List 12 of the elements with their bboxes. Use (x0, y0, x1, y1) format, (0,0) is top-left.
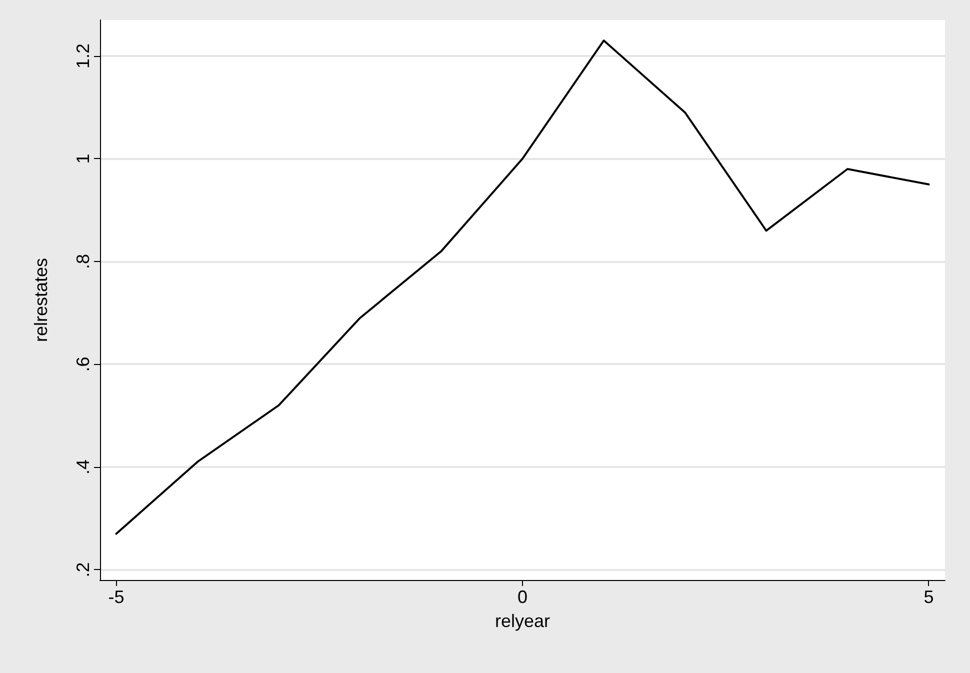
y-tick-label: .2 (73, 562, 93, 578)
y-tick-label: .8 (73, 254, 93, 269)
y-tick-label: 1 (73, 154, 93, 164)
x-tick-label: 5 (924, 587, 934, 607)
x-tick-label: 0 (517, 587, 528, 607)
x-tick-label: -5 (108, 587, 124, 607)
y-tick-label: .4 (73, 459, 93, 474)
x-axis-title: relyear (494, 611, 550, 631)
y-tick-label: 1.2 (73, 43, 93, 68)
y-axis-title: relrestates (31, 258, 51, 342)
line-series (115, 40, 930, 535)
y-tick-label: .6 (73, 356, 93, 372)
